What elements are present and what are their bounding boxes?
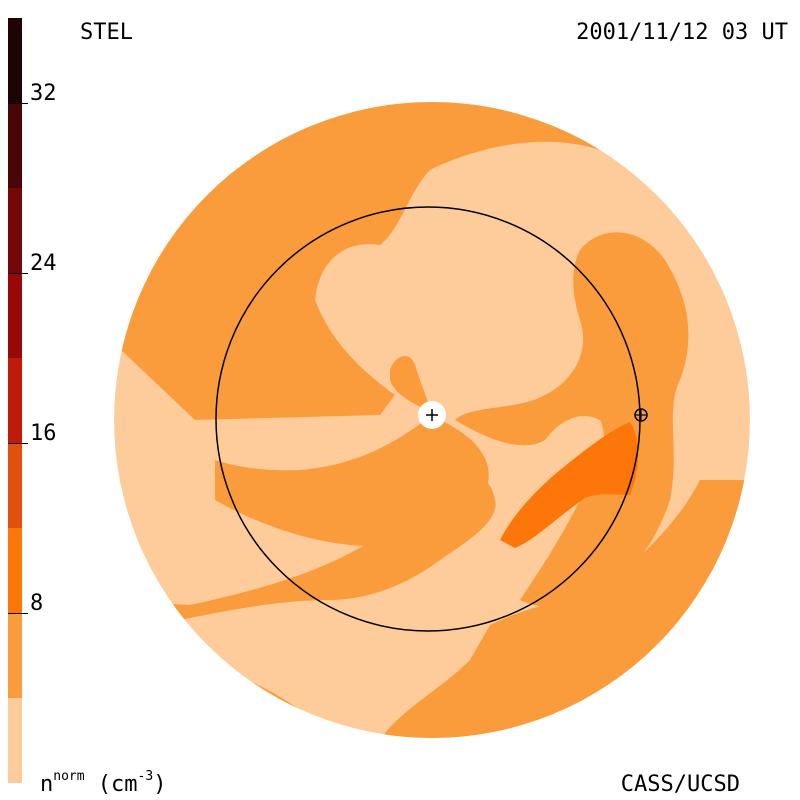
colorbar-level-2 — [8, 528, 22, 613]
colorbar-tick-label: 32 — [30, 81, 57, 106]
density-region-lower-band — [114, 468, 750, 738]
colorbar-unit-label: nnorm (cm-3) — [40, 770, 167, 797]
earth-orbit-circle — [215, 206, 641, 632]
colorbar-level-1 — [8, 613, 22, 698]
timestamp-label: 2001/11/12 03 UT — [576, 20, 788, 45]
unit-base: n — [40, 772, 54, 797]
colorbar-tick-mark — [8, 273, 28, 274]
sun-marker — [418, 401, 446, 429]
unit-close: ) — [153, 772, 167, 797]
unit-rest: (cm — [84, 772, 138, 797]
colorbar-level-6 — [8, 188, 22, 273]
colorbar-tick-mark — [8, 443, 28, 444]
colorbar — [8, 18, 22, 783]
colorbar-level-3 — [8, 443, 22, 528]
colorbar-level-5 — [8, 273, 22, 358]
density-region-swirl-arm — [215, 415, 489, 546]
colorbar-tick-label: 16 — [30, 421, 57, 446]
credit-label: CASS/UCSD — [620, 772, 740, 797]
unit-exponent: -3 — [137, 769, 154, 784]
colorbar-level-0 — [8, 698, 22, 783]
colorbar-tick-label: 8 — [30, 591, 44, 616]
colorbar-tick-mark — [8, 613, 28, 614]
density-region-right-crescent — [455, 232, 689, 607]
source-label: STEL — [80, 20, 133, 45]
colorbar-tick-mark — [8, 103, 28, 104]
colorbar-level-7 — [8, 103, 22, 188]
colorbar-level-8 — [8, 18, 22, 103]
density-region-swirl-tail — [390, 355, 432, 412]
colorbar-level-4 — [8, 358, 22, 443]
density-level-8-12 — [500, 422, 639, 548]
earth-marker — [634, 408, 648, 422]
unit-superscript: norm — [53, 769, 85, 784]
colorbar-tick-label: 24 — [30, 251, 57, 276]
